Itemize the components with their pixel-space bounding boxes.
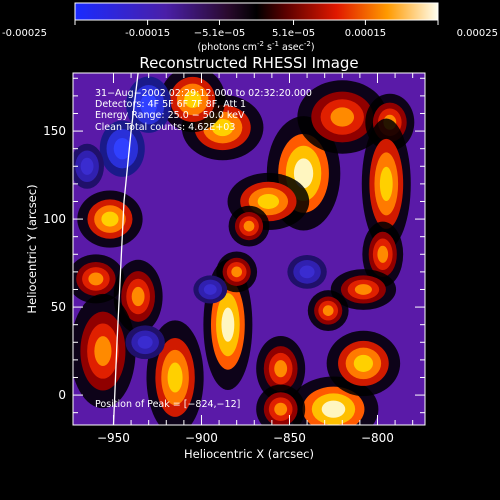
image-area: −950 −900 −850 −800 0 50 100 150 [43,72,426,445]
axis-ticks: −950 −900 −850 −800 0 50 100 150 [43,73,425,445]
y-tick-label: 150 [43,124,66,138]
x-axis-label: Heliocentric X (arcsec) [184,447,314,461]
y-tick-label: 100 [43,212,66,226]
y-tick-label: 0 [58,388,66,402]
colorbar: -0.00025 -0.00015 −5.1e−05 5.1e−05 0.00015 0.… [2,2,498,53]
solar-limb-line [112,73,139,425]
colorbar-tick-label: 5.1e−05 [272,28,315,39]
annotation-block: 31−Aug−2002 02:29:12.000 to 02:32:20.000… [95,88,312,133]
colorbar-unit: (photons cm-2 s-1 asec-2) [197,40,314,53]
emission-source [361,118,411,250]
emission-source [297,80,388,154]
x-tick-label: −950 [97,431,130,445]
emission-source [256,336,306,402]
emission-source [228,205,270,247]
annotation-clean-counts: Clean Total counts: 4.62E+03 [95,122,235,133]
emission-source [77,190,143,248]
colorbar-tick-label: -0.00015 [125,28,170,39]
colorbar-tick-label: -0.00025 [2,28,47,39]
emission-source [307,290,349,332]
negative-flux-region [126,76,172,133]
colorbar-tick-label: 0.00015 [345,28,386,39]
y-tick-label: 50 [51,300,66,314]
emission-source [330,269,397,310]
x-tick-label: −800 [361,431,394,445]
colorbar-ticks: -0.00025 -0.00015 −5.1e−05 5.1e−05 0.00015 0.… [2,20,498,39]
emission-source [256,384,306,425]
emission-source [160,73,226,133]
emission-map [73,73,415,425]
annotation-detectors: Detectors: 4F 5F 6F 7F 8F, Att 1 [95,99,246,110]
annotation-time-range: 31−Aug−2002 02:29:12.000 to 02:32:20.000 [95,88,312,99]
x-tick-label: −850 [273,431,306,445]
colorbar-tick-label: 0.00025 [457,28,498,39]
peak-position-label: Position of Peak = [−824,−12] [95,399,240,410]
plot-frame [72,72,426,426]
negative-flux-region [193,275,228,304]
emission-source [326,330,401,397]
chart-title: Reconstructed RHESSI Image [139,54,358,72]
y-axis-label: Heliocentric Y (arcsec) [25,184,39,313]
emission-source [146,320,204,425]
negative-flux-region [287,254,327,289]
annotation-energy-range: Energy Range: 25.0 − 50.0 keV [95,110,245,121]
negative-flux-region [73,143,104,189]
x-tick-label: −900 [185,431,218,445]
emission-source [73,293,136,409]
colorbar-tick-label: −5.1e−05 [194,28,246,39]
negative-flux-region [125,325,165,360]
emission-source [216,251,258,293]
colorbar-gradient [74,2,439,21]
emission-source [73,254,125,304]
